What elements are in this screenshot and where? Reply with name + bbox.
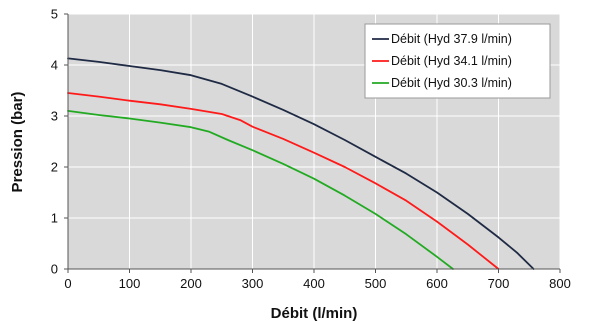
x-tick-label-7: 700 (488, 276, 510, 291)
gridlines (68, 13, 561, 269)
x-tick-label-0: 0 (64, 276, 71, 291)
y-tick-label-0: 0 (51, 262, 58, 277)
y-tick-label-3: 3 (51, 109, 58, 124)
series-line-2 (67, 110, 454, 270)
series-line-1 (67, 92, 500, 270)
legend-label-0: Débit (Hyd 37.9 l/min) (391, 32, 512, 46)
y-tick-label-2: 2 (51, 160, 58, 175)
axes (64, 13, 561, 273)
y-tick-label-4: 4 (51, 58, 58, 73)
legend: Débit (Hyd 37.9 l/min) Débit (Hyd 34.1 l… (364, 23, 551, 99)
x-tick-label-6: 600 (426, 276, 448, 291)
series-line-0 (67, 57, 535, 270)
x-tick-labels: 0 100 200 300 400 500 600 700 800 (64, 276, 570, 291)
y-tick-label-1: 1 (51, 211, 58, 226)
x-tick-label-2: 200 (180, 276, 202, 291)
legend-box (364, 23, 551, 99)
x-tick-label-3: 300 (242, 276, 264, 291)
legend-label-2: Débit (Hyd 30.3 l/min) (391, 76, 512, 90)
x-tick-label-5: 500 (365, 276, 387, 291)
x-tick-label-4: 400 (303, 276, 325, 291)
y-tick-labels: 0 1 2 3 4 5 (51, 7, 58, 277)
y-tick-label-5: 5 (51, 7, 58, 22)
y-axis-title: Pression (bar) (9, 92, 26, 193)
series-lines (67, 57, 535, 270)
x-tick-label-1: 100 (119, 276, 141, 291)
x-axis-title: Débit (l/min) (271, 305, 358, 322)
x-tick-label-8: 800 (549, 276, 571, 291)
legend-label-1: Débit (Hyd 34.1 l/min) (391, 54, 512, 68)
